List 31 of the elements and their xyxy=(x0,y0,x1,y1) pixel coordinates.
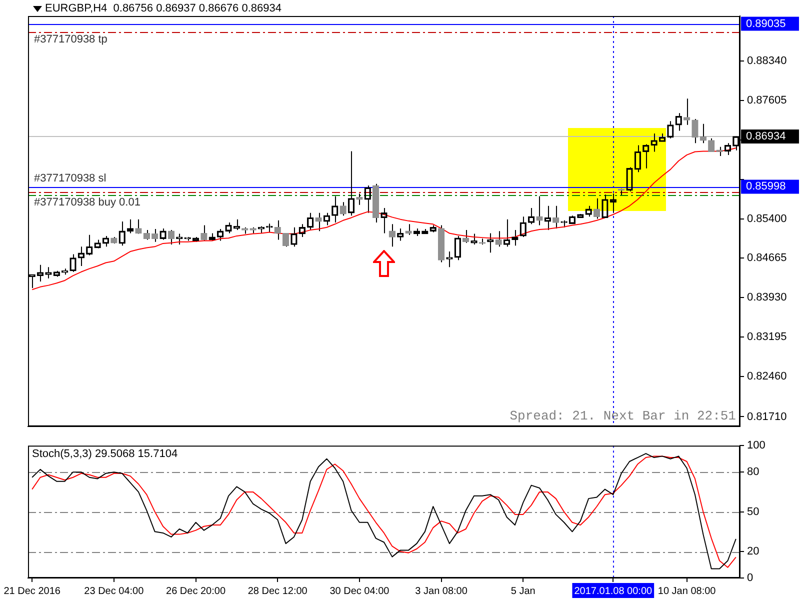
ref-line-label: 0.86934 xyxy=(746,130,786,143)
y-tick-label: 0.83930 xyxy=(747,292,787,304)
ref-line-label: 0.85998 xyxy=(746,180,786,193)
chart-title: EURGBP,H4 0.86756 0.86937 0.86676 0.86934 xyxy=(45,2,282,15)
x-tick-label: 3 Jan 08:00 xyxy=(415,586,468,597)
x-tick-label: 30 Dec 04:00 xyxy=(330,586,390,597)
ref-line-label: #377170938 sl xyxy=(34,172,106,185)
x-tick-label: 28 Dec 12:00 xyxy=(248,586,308,597)
y-tick-label: 80 xyxy=(747,466,760,478)
y-tick-label: 50 xyxy=(747,506,760,518)
x-tick-label: 2017.01.08 00:00 xyxy=(574,586,653,597)
x-tick-label: 26 Dec 20:00 xyxy=(166,586,226,597)
y-tick-label: 20 xyxy=(747,546,760,558)
x-tick-label: 10 Jan 08:00 xyxy=(658,586,716,597)
chart-title: Stoch(5,3,3) 29.5068 15.7104 xyxy=(32,448,178,460)
x-tick-label: 21 Dec 2016 xyxy=(4,586,61,597)
y-tick-label: 0.82460 xyxy=(747,370,787,383)
x-tick-label: 23 Dec 04:00 xyxy=(84,586,144,597)
ref-line-label: 0.89035 xyxy=(746,18,786,30)
y-tick-label: 0.87605 xyxy=(747,94,787,107)
y-tick-label: 0.83195 xyxy=(747,331,787,344)
y-tick-label: 0.84665 xyxy=(747,252,787,264)
y-tick-label: 0.85400 xyxy=(747,212,787,225)
annotation: Spread: 21. Next Bar in 22:51 xyxy=(510,408,736,424)
ref-line-label: #377170938 tp xyxy=(34,34,108,46)
y-tick-label: 0.88340 xyxy=(747,55,787,68)
ref-line-label: #377170938 buy 0.01 xyxy=(34,196,140,209)
y-tick-label: 0.81710 xyxy=(747,410,787,423)
x-tick-label: 5 Jan xyxy=(510,586,536,597)
y-tick-label: 100 xyxy=(747,440,766,452)
y-tick-label: 0 xyxy=(747,572,754,584)
